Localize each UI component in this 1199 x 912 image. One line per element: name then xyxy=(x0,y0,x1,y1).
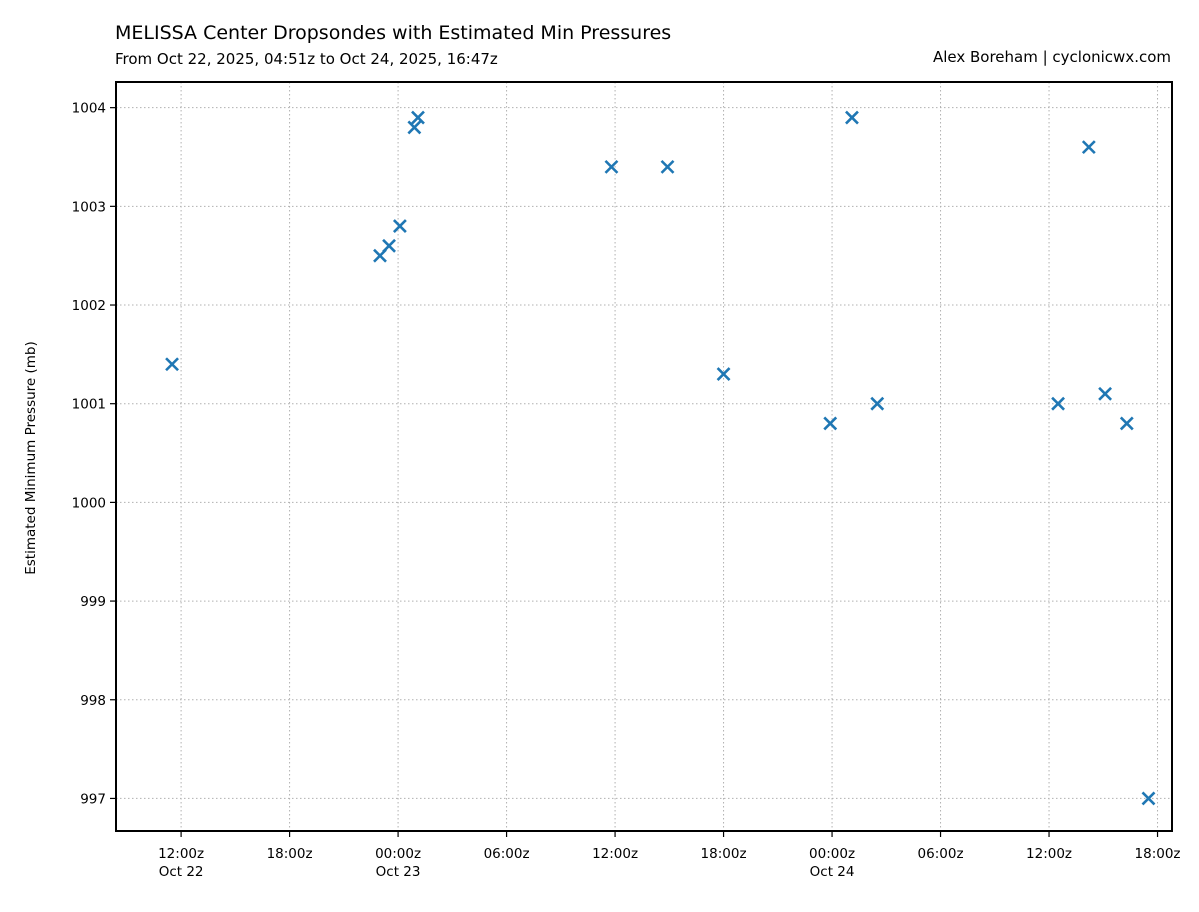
x-tick-label: 00:00z xyxy=(375,846,421,862)
x-tick-label: 12:00z xyxy=(592,846,638,862)
x-tick-label: 18:00z xyxy=(267,846,313,862)
data-point-marker xyxy=(660,159,675,174)
data-point-marker xyxy=(411,110,425,125)
data-point-marker xyxy=(870,396,885,411)
y-tick-label: 1001 xyxy=(72,397,106,413)
data-point-marker xyxy=(716,367,731,382)
data-point-marker xyxy=(1141,791,1156,806)
data-point-marker xyxy=(382,238,396,253)
x-tick-label: 00:00z xyxy=(809,846,855,862)
y-tick-label: 1002 xyxy=(72,298,106,314)
chart-subtitle: From Oct 22, 2025, 04:51z to Oct 24, 202… xyxy=(115,50,498,68)
x-tick-label: 18:00z xyxy=(1135,846,1181,862)
chart-credit: Alex Boreham | cyclonicwx.com xyxy=(933,48,1171,66)
data-point-marker xyxy=(823,416,838,431)
data-point-marker xyxy=(407,120,422,135)
y-tick-label: 1004 xyxy=(72,101,106,117)
y-tick-label: 998 xyxy=(80,693,106,709)
x-tick-date-label: Oct 23 xyxy=(376,864,421,880)
y-tick-label: 1000 xyxy=(72,495,106,511)
grid-lines xyxy=(116,82,1172,831)
data-point-marker xyxy=(1051,396,1066,411)
x-tick-label: 12:00z xyxy=(158,846,204,862)
x-tick-label: 06:00z xyxy=(484,846,530,862)
x-tick-date-label: Oct 22 xyxy=(159,864,204,880)
y-tick-label: 1003 xyxy=(72,199,106,215)
y-tick-label: 997 xyxy=(80,791,106,807)
x-tick-label: 12:00z xyxy=(1026,846,1072,862)
plot-frame xyxy=(115,81,1173,832)
data-point-marker xyxy=(392,219,407,233)
data-point-marker xyxy=(845,110,859,125)
data-point-marker xyxy=(165,357,179,372)
y-tick-label: 999 xyxy=(80,594,106,610)
x-tick-label: 18:00z xyxy=(701,846,747,862)
data-point-marker xyxy=(1081,140,1096,155)
axis-ticks: 12:00z Oct 22 18:00z 00:00z Oct 23 06:00z 12:0… xyxy=(72,101,1181,880)
chart-title: MELISSA Center Dropsondes with Estimated… xyxy=(115,22,671,44)
y-axis-label: Estimated Minimum Pressure (mb) xyxy=(23,341,39,575)
x-tick-date-label: Oct 24 xyxy=(810,864,855,880)
data-points xyxy=(165,110,1156,806)
data-point-marker xyxy=(1119,416,1134,431)
data-point-marker xyxy=(1098,386,1113,401)
x-tick-label: 06:00z xyxy=(918,846,964,862)
data-point-marker xyxy=(604,159,619,174)
